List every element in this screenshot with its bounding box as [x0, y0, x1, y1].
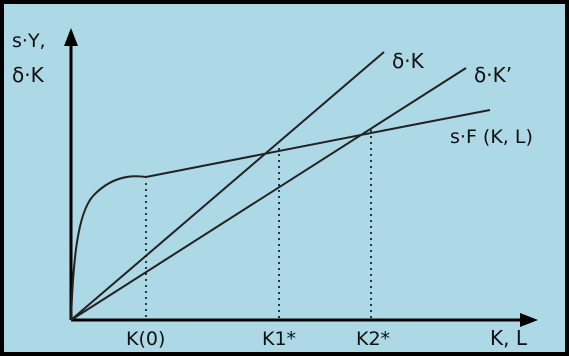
k2-tick-label: K2*: [356, 328, 390, 350]
depreciation-line-1: [70, 51, 385, 321]
x-axis-arrow-icon: [520, 313, 538, 327]
y-axis-arrow-icon: [64, 28, 78, 46]
k1-tick-label: K1*: [262, 328, 296, 350]
depreciation-line-2-label: δ·K’: [474, 63, 512, 87]
depreciation-line-1-label: δ·K: [392, 49, 425, 73]
x-axis-label: K, L: [490, 326, 528, 350]
k0-tick-label: K(0): [126, 328, 165, 350]
figure-background: [4, 4, 565, 352]
y-axis-label-line1: s·Y,: [12, 30, 46, 52]
depreciation-line-2: [70, 67, 467, 321]
production-curve-label: s·F (K, L): [450, 126, 533, 148]
solow-diagram: s·Y, δ·K δ·K δ·K’ s·F (K, L) K(0) K1* K2…: [4, 4, 565, 352]
y-axis-label-line2: δ·K: [12, 63, 45, 87]
